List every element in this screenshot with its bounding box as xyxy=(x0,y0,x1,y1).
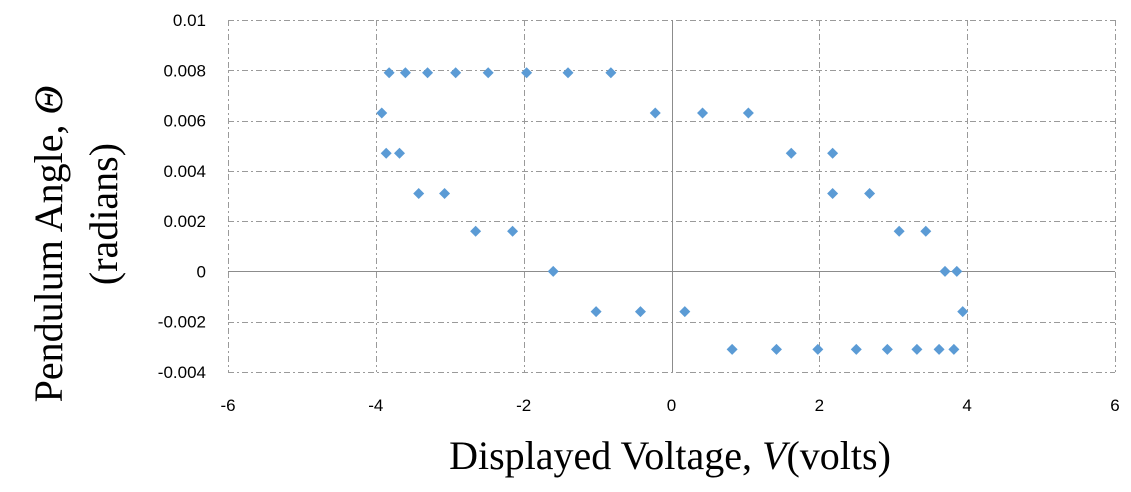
y-tick-labels: -0.004 -0.002 0 0.002 0.004 0.006 0.008 0.01 xyxy=(158,11,206,382)
data-point xyxy=(726,343,738,355)
gridlines xyxy=(228,20,1116,373)
data-point xyxy=(939,265,951,277)
data-point xyxy=(649,107,661,119)
y-tick-label: -0.002 xyxy=(158,313,206,332)
x-tick-label: -4 xyxy=(368,396,383,415)
svg-text:(radians): (radians) xyxy=(81,143,126,285)
data-point xyxy=(957,306,969,318)
data-point xyxy=(376,107,388,119)
x-tick-label: -6 xyxy=(220,396,235,415)
data-point xyxy=(785,147,797,159)
data-point xyxy=(547,265,559,277)
data-point xyxy=(679,306,691,318)
data-point xyxy=(507,225,519,237)
data-point xyxy=(881,343,893,355)
data-point xyxy=(393,147,405,159)
y-axis-title: Pendulum Angle, Θ (radians) xyxy=(26,86,126,403)
x-tick-labels: -6 -4 -2 0 2 4 6 xyxy=(220,396,1119,415)
data-point xyxy=(634,306,646,318)
data-point xyxy=(812,343,824,355)
y-tick-label: -0.004 xyxy=(158,363,206,382)
data-point xyxy=(933,343,945,355)
axes xyxy=(228,20,1115,372)
x-tick-label: 6 xyxy=(1110,396,1119,415)
x-axis-title: Displayed Voltage, V(volts) xyxy=(449,433,891,478)
x-tick-label: -2 xyxy=(516,396,531,415)
data-point xyxy=(850,343,862,355)
y-tick-label: 0 xyxy=(197,262,206,281)
data-point xyxy=(920,225,932,237)
y-tick-label: 0.01 xyxy=(173,11,206,30)
data-point xyxy=(605,67,617,79)
data-point xyxy=(951,265,963,277)
data-point xyxy=(562,67,574,79)
data-point xyxy=(383,67,395,79)
x-tick-label: 0 xyxy=(667,396,676,415)
y-tick-label: 0.002 xyxy=(163,212,206,231)
x-tick-label: 4 xyxy=(962,396,971,415)
svg-text:Pendulum Angle, Θ: Pendulum Angle, Θ xyxy=(26,86,71,403)
y-tick-label: 0.006 xyxy=(163,112,206,131)
data-point xyxy=(422,67,434,79)
y-tick-label: 0.008 xyxy=(163,61,206,80)
data-point xyxy=(521,67,533,79)
data-point xyxy=(742,107,754,119)
data-point xyxy=(450,67,462,79)
data-point xyxy=(911,343,923,355)
data-point xyxy=(948,343,960,355)
data-point xyxy=(770,343,782,355)
data-point xyxy=(864,187,876,199)
data-point xyxy=(380,147,392,159)
data-point xyxy=(470,225,482,237)
y-tick-label: 0.004 xyxy=(163,162,206,181)
data-point xyxy=(439,187,451,199)
data-point xyxy=(413,187,425,199)
x-tick-label: 2 xyxy=(815,396,824,415)
data-point xyxy=(827,147,839,159)
data-point xyxy=(827,187,839,199)
data-point xyxy=(697,107,709,119)
data-point xyxy=(399,67,411,79)
data-point xyxy=(893,225,905,237)
data-points xyxy=(376,67,969,355)
plot-area xyxy=(228,20,1115,372)
data-point xyxy=(482,67,494,79)
data-point xyxy=(590,306,602,318)
